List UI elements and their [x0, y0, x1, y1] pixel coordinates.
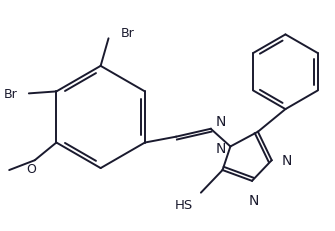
- Text: N: N: [249, 193, 259, 207]
- Text: Br: Br: [120, 27, 134, 40]
- Text: N: N: [281, 154, 292, 167]
- Text: HS: HS: [175, 198, 193, 211]
- Text: N: N: [216, 142, 226, 156]
- Text: O: O: [26, 162, 36, 175]
- Text: N: N: [216, 114, 226, 128]
- Text: Br: Br: [3, 88, 17, 100]
